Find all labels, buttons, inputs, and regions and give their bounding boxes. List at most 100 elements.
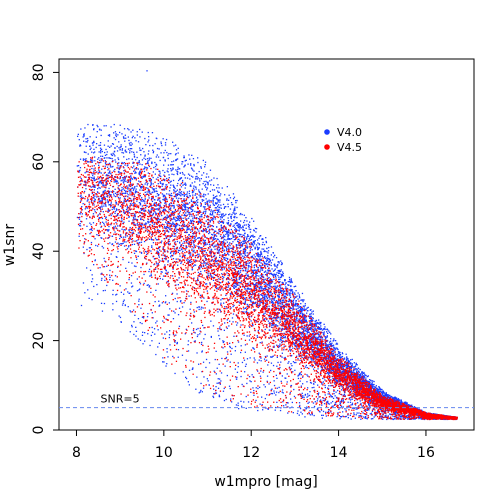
- data-point: [107, 177, 109, 179]
- data-point: [225, 226, 227, 228]
- data-point: [188, 369, 191, 371]
- data-point: [230, 353, 232, 355]
- data-point: [147, 231, 149, 233]
- data-point: [135, 206, 137, 208]
- data-point: [254, 246, 256, 248]
- data-point: [239, 275, 242, 278]
- data-point: [357, 367, 359, 369]
- data-point: [141, 189, 143, 191]
- data-point: [340, 405, 343, 407]
- data-point: [203, 199, 205, 201]
- data-point: [176, 248, 178, 250]
- data-point: [159, 213, 161, 215]
- data-point: [262, 314, 264, 316]
- data-point: [94, 186, 96, 188]
- data-point: [193, 165, 195, 167]
- data-point: [332, 400, 334, 403]
- data-point: [279, 276, 282, 279]
- data-point: [90, 159, 93, 162]
- data-point: [162, 138, 164, 140]
- data-point: [167, 168, 169, 170]
- data-point: [83, 135, 85, 137]
- data-point: [246, 358, 249, 360]
- data-point: [119, 237, 121, 240]
- data-point: [181, 206, 183, 208]
- data-point: [258, 279, 260, 281]
- data-point: [270, 308, 273, 310]
- data-point: [311, 346, 313, 349]
- data-point: [198, 306, 200, 308]
- data-point: [244, 288, 246, 290]
- data-point: [101, 206, 103, 208]
- data-point: [253, 394, 255, 396]
- data-point: [218, 233, 220, 235]
- data-point: [154, 202, 156, 204]
- data-point: [314, 336, 316, 339]
- data-point: [234, 350, 236, 352]
- data-point: [107, 230, 109, 232]
- data-point: [184, 204, 187, 206]
- data-point: [230, 292, 232, 294]
- data-point: [355, 398, 357, 400]
- data-point: [282, 401, 284, 403]
- data-point: [85, 218, 88, 220]
- data-point: [155, 187, 157, 190]
- data-point: [279, 327, 281, 329]
- data-point: [380, 416, 382, 418]
- data-point: [147, 333, 149, 335]
- data-point: [184, 249, 186, 251]
- data-point: [246, 291, 248, 293]
- data-point: [117, 266, 119, 268]
- data-point: [257, 256, 260, 258]
- data-point: [226, 222, 228, 224]
- data-point: [161, 183, 163, 186]
- data-point: [123, 202, 125, 204]
- data-point: [365, 377, 367, 379]
- data-point: [351, 407, 354, 409]
- data-point: [239, 225, 241, 227]
- data-point: [307, 375, 309, 377]
- data-point: [290, 350, 292, 352]
- data-point: [129, 209, 131, 211]
- data-point: [289, 278, 291, 281]
- data-point: [225, 233, 227, 236]
- plot-area-frame: [58, 58, 475, 431]
- data-point: [150, 273, 152, 275]
- data-point: [96, 234, 98, 236]
- data-point: [131, 324, 133, 327]
- data-point: [190, 254, 192, 256]
- data-point: [133, 187, 136, 189]
- data-point: [153, 204, 155, 206]
- data-point: [136, 156, 138, 159]
- data-point: [297, 374, 300, 376]
- data-point: [105, 181, 107, 183]
- data-point: [86, 248, 88, 251]
- data-point: [336, 343, 339, 345]
- data-point: [185, 377, 188, 380]
- data-point: [389, 396, 391, 399]
- data-point: [269, 284, 271, 286]
- data-point: [125, 288, 127, 290]
- data-point: [274, 317, 276, 320]
- data-point: [382, 408, 384, 410]
- data-point: [196, 376, 198, 378]
- data-point: [247, 282, 249, 284]
- data-point: [184, 231, 186, 233]
- data-point: [122, 302, 124, 304]
- data-point: [146, 227, 149, 229]
- data-point: [127, 291, 129, 293]
- data-point: [275, 300, 277, 302]
- data-point: [193, 170, 195, 172]
- data-point: [112, 309, 114, 311]
- data-point: [261, 255, 263, 258]
- data-point: [317, 337, 319, 339]
- data-point: [144, 166, 146, 168]
- data-point: [156, 204, 158, 206]
- data-point: [262, 371, 264, 373]
- data-point: [283, 293, 285, 295]
- data-point: [319, 400, 321, 402]
- data-point: [227, 235, 229, 237]
- data-point: [306, 324, 308, 326]
- data-point: [241, 267, 244, 270]
- data-point: [185, 328, 187, 330]
